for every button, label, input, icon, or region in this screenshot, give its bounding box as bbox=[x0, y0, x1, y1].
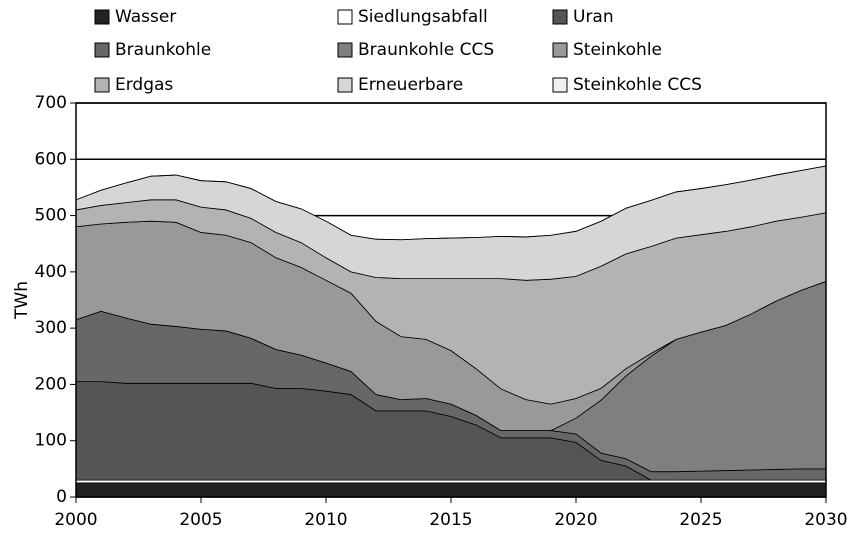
legend-swatch bbox=[94, 9, 110, 25]
y-tick-label: 100 bbox=[35, 431, 67, 451]
legend-swatch bbox=[552, 77, 568, 93]
legend-swatch bbox=[337, 42, 353, 58]
y-tick-label: 400 bbox=[35, 262, 67, 282]
y-tick-label: 700 bbox=[35, 93, 67, 113]
y-tick-label: 600 bbox=[35, 149, 67, 169]
y-tick-label: 500 bbox=[35, 206, 67, 226]
legend-label: Wasser bbox=[115, 7, 176, 27]
y-tick-label: 300 bbox=[35, 318, 67, 338]
legend-label: Steinkohle bbox=[573, 40, 662, 60]
legend-label: Siedlungsabfall bbox=[358, 7, 488, 27]
x-tick-label: 2025 bbox=[679, 510, 722, 530]
legend-label: Steinkohle CCS bbox=[573, 75, 702, 95]
y-tick-label: 200 bbox=[35, 374, 67, 394]
legend-swatch bbox=[94, 77, 110, 93]
legend-swatch bbox=[552, 42, 568, 58]
y-axis-label: TWh bbox=[12, 281, 32, 320]
legend-label: Uran bbox=[573, 7, 614, 27]
legend-label: Erneuerbare bbox=[358, 75, 463, 95]
legend-label: Erdgas bbox=[115, 75, 173, 95]
x-tick-label: 2000 bbox=[54, 510, 97, 530]
legend-swatch bbox=[337, 77, 353, 93]
x-tick-label: 2005 bbox=[179, 510, 222, 530]
x-tick-label: 2010 bbox=[304, 510, 347, 530]
area bbox=[75, 479, 827, 484]
legend-swatch bbox=[552, 9, 568, 25]
legend-label: Braunkohle bbox=[115, 40, 211, 60]
x-tick-label: 2015 bbox=[429, 510, 472, 530]
legend-swatch bbox=[94, 42, 110, 58]
area bbox=[75, 482, 827, 498]
x-tick-label: 2030 bbox=[804, 510, 847, 530]
legend-label: Braunkohle CCS bbox=[358, 40, 494, 60]
y-tick-label: 0 bbox=[56, 487, 67, 507]
legend-swatch bbox=[337, 9, 353, 25]
x-tick-label: 2020 bbox=[554, 510, 597, 530]
